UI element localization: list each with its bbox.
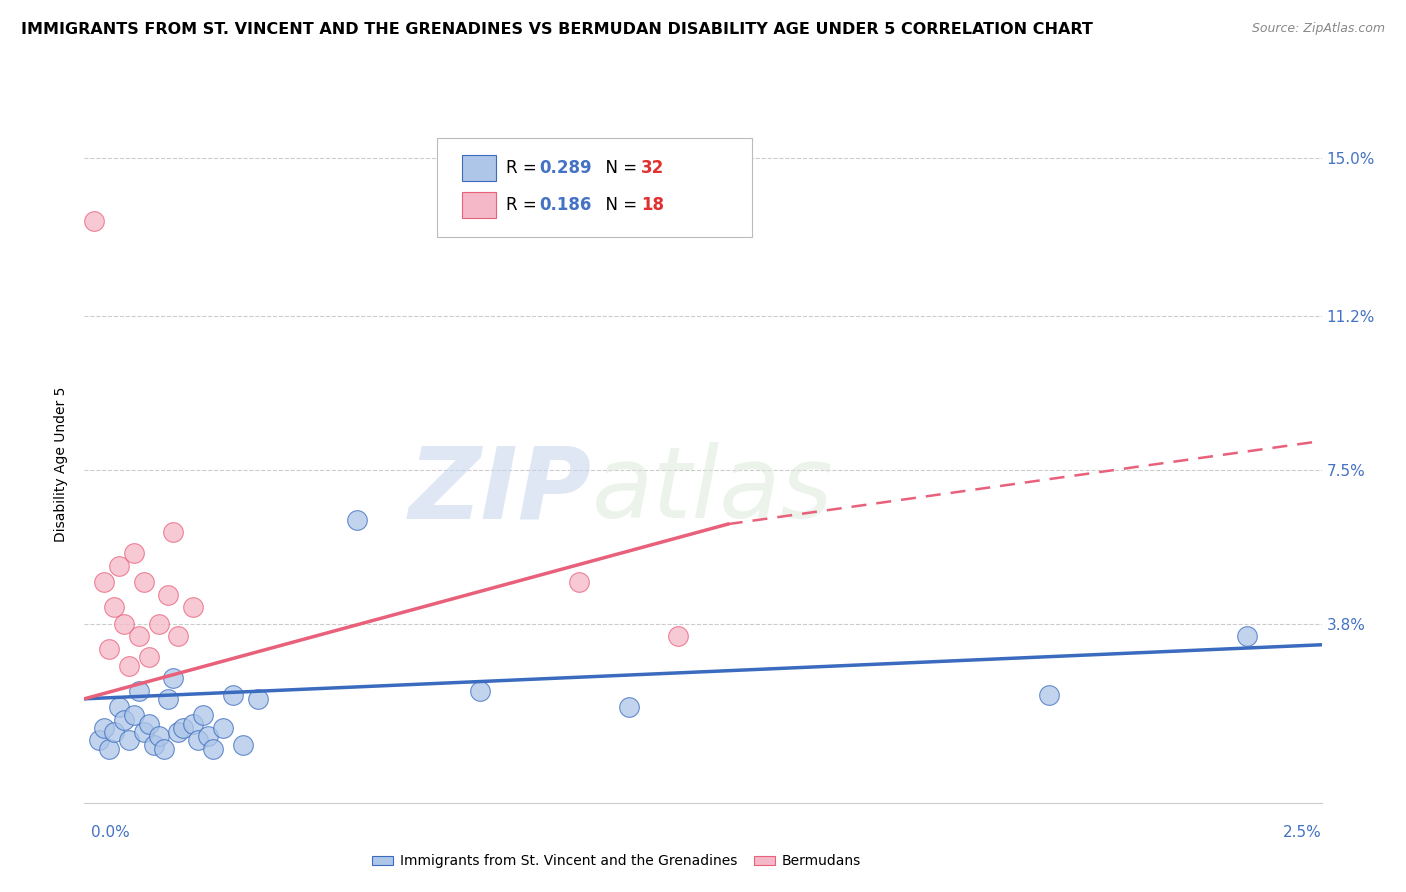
Text: 0.0%: 0.0% xyxy=(91,825,131,840)
Point xyxy=(172,721,194,735)
Legend: Immigrants from St. Vincent and the Grenadines, Bermudans: Immigrants from St. Vincent and the Gren… xyxy=(367,848,866,874)
Point xyxy=(132,575,155,590)
Point xyxy=(118,733,141,747)
Point xyxy=(470,683,492,698)
Point xyxy=(98,641,121,656)
Point xyxy=(118,658,141,673)
Text: R =: R = xyxy=(506,160,543,178)
Point xyxy=(157,691,180,706)
Text: Source: ZipAtlas.com: Source: ZipAtlas.com xyxy=(1251,22,1385,36)
Point xyxy=(142,738,165,752)
Point xyxy=(222,688,245,702)
Point xyxy=(212,721,235,735)
Point xyxy=(202,741,225,756)
Point xyxy=(162,671,184,685)
Text: ZIP: ZIP xyxy=(409,442,592,540)
Point xyxy=(148,617,170,632)
Point xyxy=(112,617,135,632)
Point xyxy=(1038,688,1060,702)
Point xyxy=(666,629,689,643)
Point xyxy=(197,729,219,743)
Point xyxy=(128,683,150,698)
Y-axis label: Disability Age Under 5: Disability Age Under 5 xyxy=(55,386,69,541)
Point xyxy=(128,629,150,643)
Point xyxy=(93,721,115,735)
Point xyxy=(167,725,190,739)
Text: N =: N = xyxy=(595,196,643,214)
Point xyxy=(181,716,204,731)
Point xyxy=(187,733,209,747)
Text: IMMIGRANTS FROM ST. VINCENT AND THE GRENADINES VS BERMUDAN DISABILITY AGE UNDER : IMMIGRANTS FROM ST. VINCENT AND THE GREN… xyxy=(21,22,1092,37)
Point xyxy=(138,650,160,665)
Point xyxy=(98,741,121,756)
FancyBboxPatch shape xyxy=(437,138,752,236)
Point xyxy=(89,733,111,747)
Text: 2.5%: 2.5% xyxy=(1282,825,1322,840)
Point xyxy=(568,575,591,590)
Point xyxy=(157,588,180,602)
Point xyxy=(191,708,214,723)
Point xyxy=(148,729,170,743)
Point xyxy=(617,700,640,714)
FancyBboxPatch shape xyxy=(461,155,496,181)
Point xyxy=(1236,629,1258,643)
Text: 0.186: 0.186 xyxy=(540,196,592,214)
Point xyxy=(132,725,155,739)
Point xyxy=(162,525,184,540)
Point xyxy=(103,725,125,739)
Point xyxy=(167,629,190,643)
Text: 32: 32 xyxy=(641,160,665,178)
Point xyxy=(232,738,254,752)
Point xyxy=(246,691,269,706)
Text: 18: 18 xyxy=(641,196,664,214)
Text: 0.289: 0.289 xyxy=(540,160,592,178)
Point xyxy=(181,600,204,615)
Text: N =: N = xyxy=(595,160,643,178)
Point xyxy=(103,600,125,615)
Point xyxy=(108,700,131,714)
Point xyxy=(152,741,174,756)
Point xyxy=(346,513,368,527)
Text: R =: R = xyxy=(506,196,543,214)
Point xyxy=(122,546,145,560)
Point xyxy=(122,708,145,723)
Point xyxy=(93,575,115,590)
Point xyxy=(108,558,131,573)
Text: atlas: atlas xyxy=(592,442,834,540)
Point xyxy=(112,713,135,727)
Point xyxy=(138,716,160,731)
FancyBboxPatch shape xyxy=(461,192,496,218)
Point xyxy=(83,213,105,227)
